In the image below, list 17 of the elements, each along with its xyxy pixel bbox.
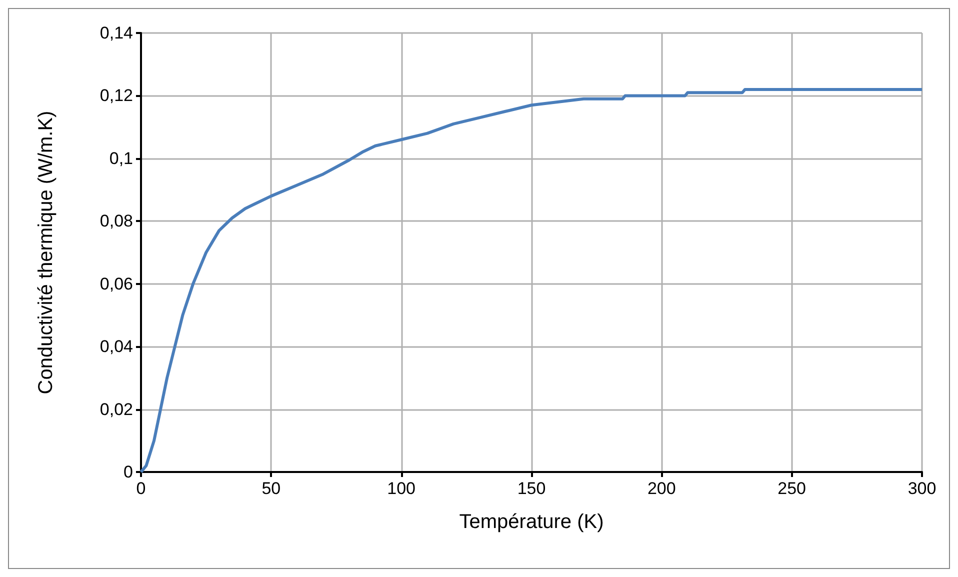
y-tick-label: 0,02 [100,400,133,419]
x-tick-label: 0 [136,479,146,498]
x-axis-title: Température (K) [459,511,604,533]
y-tick-label: 0,1 [109,148,133,168]
y-axis-title: Conductivité thermique (W/m.K) [35,110,57,394]
x-tick-label: 150 [517,479,546,498]
y-tick-label: 0,12 [100,86,133,106]
y-tick-label: 0,06 [100,274,133,294]
y-tick-label: 0,14 [100,24,133,42]
x-tick-label: 100 [387,479,416,498]
x-tick-label: 200 [647,479,676,498]
x-tick-label: 250 [778,479,806,498]
y-tick-label: 0,04 [100,337,133,356]
x-tick-label: 300 [908,479,936,498]
y-tick-label: 0 [124,462,133,482]
y-tick-label: 0,08 [100,212,133,231]
x-tick-label: 50 [262,479,281,498]
